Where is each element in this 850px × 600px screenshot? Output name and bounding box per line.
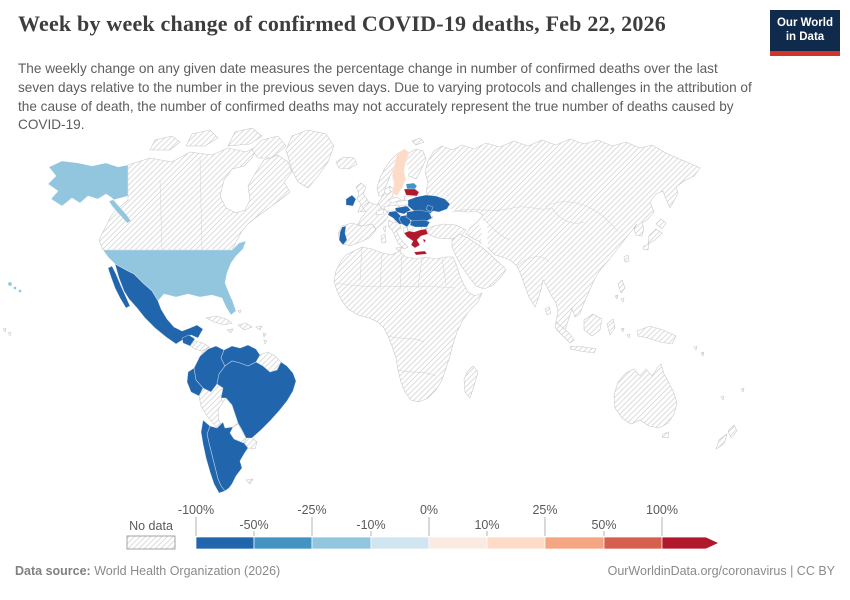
tick-label: 0% — [420, 503, 438, 517]
chart-subtitle: The weekly change on any given date meas… — [18, 61, 752, 133]
tick-label: -25% — [297, 503, 326, 517]
peach-countries[interactable] — [391, 148, 410, 197]
legend-segment[interactable] — [603, 536, 663, 550]
country-chile[interactable] — [200, 419, 226, 494]
country-latvia[interactable] — [403, 188, 420, 197]
legend-segment[interactable] — [544, 536, 605, 550]
falkland-islands — [245, 478, 254, 485]
mid-blue-countries[interactable] — [405, 182, 418, 190]
owid-logo-line2: in Data — [785, 30, 825, 43]
country-brazil[interactable] — [216, 360, 297, 439]
country-united-states-hawaii — [18, 289, 22, 293]
legend-segment[interactable] — [428, 536, 488, 550]
world-map[interactable] — [0, 127, 850, 496]
country-bulgaria[interactable] — [409, 219, 431, 228]
legend-segment[interactable] — [370, 536, 430, 550]
arabian-peninsula[interactable] — [451, 233, 507, 290]
no-data-label: No data — [129, 519, 173, 533]
country-taiwan — [623, 254, 630, 263]
country-sri-lanka[interactable] — [544, 306, 552, 316]
license-link[interactable]: OurWorldinData.org/coronavirus | CC BY — [607, 564, 835, 578]
country-ecuador[interactable] — [186, 367, 204, 397]
data-source-value: World Health Organization (2026) — [90, 564, 281, 578]
country-finland[interactable] — [405, 148, 427, 180]
caspian-sea — [479, 219, 489, 249]
tick-label: 10% — [474, 518, 499, 532]
legend-segment[interactable] — [253, 536, 313, 550]
page-title: Week by week change of confirmed COVID-1… — [18, 11, 666, 36]
asia-landmass[interactable] — [424, 138, 701, 336]
country-united-states-hawaii — [13, 286, 17, 290]
legend-ticks — [195, 517, 663, 536]
legend-segment[interactable] — [486, 536, 546, 550]
country-portugal[interactable] — [338, 225, 348, 246]
country-greece[interactable] — [403, 228, 429, 256]
owid-logo[interactable]: Our World in Data — [770, 10, 840, 56]
header: Week by week change of confirmed COVID-1… — [18, 11, 758, 37]
country-moldova[interactable] — [425, 204, 434, 213]
tick-label: 100% — [646, 503, 678, 517]
country-indonesia[interactable] — [554, 313, 631, 354]
country-cuba[interactable] — [205, 315, 233, 326]
country-new-zealand[interactable] — [715, 424, 738, 450]
legend-tick-labels: -100% -50% -25% -10% 0% 10% 25% 50% 100% — [178, 503, 678, 532]
legend-segment[interactable] — [195, 536, 255, 550]
country-philippines[interactable] — [614, 279, 626, 303]
country-united-states-alaska[interactable] — [47, 160, 132, 224]
no-data-swatch[interactable] — [126, 535, 176, 550]
country-italy[interactable] — [380, 219, 409, 253]
country-united-states-hawaii — [7, 281, 13, 287]
country-borders — [159, 157, 619, 377]
country-madagascar[interactable] — [463, 365, 479, 399]
tick-label: -10% — [356, 518, 385, 532]
tick-label: 50% — [591, 518, 616, 532]
country-papua-new-guinea[interactable] — [636, 325, 677, 345]
owid-logo-line1: Our World — [776, 17, 833, 29]
legend-segment[interactable] — [311, 536, 372, 550]
country-ireland[interactable] — [345, 194, 357, 207]
country-iceland[interactable] — [335, 156, 358, 170]
africa-landmass[interactable] — [333, 246, 483, 403]
data-source-label: Data source: — [15, 564, 91, 578]
black-sea — [432, 209, 465, 227]
country-romania[interactable] — [405, 209, 433, 223]
caribbean-islands — [226, 309, 268, 345]
country-australia[interactable] — [613, 363, 678, 439]
pacific-islands — [2, 327, 745, 401]
country-switzerland[interactable] — [375, 208, 385, 216]
country-denmark[interactable] — [383, 186, 392, 196]
data-source: Data source: World Health Organization (… — [15, 564, 280, 578]
country-sweden[interactable] — [391, 148, 410, 197]
country-mexico-baja[interactable] — [107, 265, 131, 309]
tick-label: 25% — [532, 503, 557, 517]
country-guatemala[interactable] — [181, 334, 196, 347]
tick-label: -50% — [239, 518, 268, 532]
deep-blue-countries[interactable] — [107, 194, 451, 494]
arctic-islands — [149, 127, 425, 159]
deep-red-countries[interactable] — [403, 188, 429, 256]
gulf-of-finland — [405, 179, 424, 184]
tick-label: -100% — [178, 503, 214, 517]
country-czechia[interactable] — [387, 196, 402, 204]
legend-colorbar[interactable] — [195, 536, 720, 550]
country-estonia[interactable] — [405, 182, 418, 190]
legend-segment-arrow[interactable] — [661, 536, 720, 550]
country-canada[interactable] — [98, 145, 293, 251]
country-mexico[interactable] — [114, 263, 204, 345]
map-legend[interactable]: No data -100% -50% -25% -10% 0% 10% 25% … — [0, 493, 850, 555]
country-north-macedonia[interactable] — [406, 225, 414, 231]
country-japan[interactable] — [642, 218, 667, 251]
no-data-regions[interactable] — [2, 127, 745, 485]
country-greenland[interactable] — [285, 129, 335, 189]
